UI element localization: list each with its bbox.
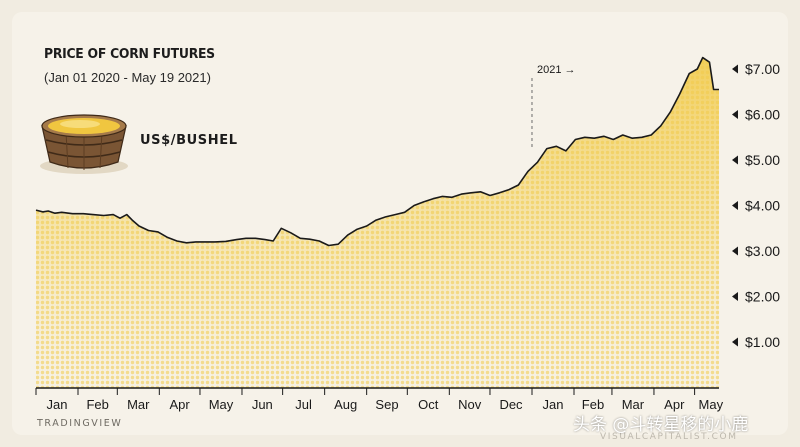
y-tick-arrow xyxy=(732,292,738,301)
unit-label: US$/BUSHEL xyxy=(140,133,238,148)
year-annotation: 2021 → xyxy=(531,64,576,150)
chart-title: PRICE OF CORN FUTURES xyxy=(44,46,215,62)
price-line xyxy=(35,56,719,247)
x-tick-label: Oct xyxy=(418,397,439,412)
y-tick-arrow xyxy=(732,246,738,256)
source-label: TRADINGVIEW xyxy=(37,418,123,429)
chart-subtitle: (Jan 01 2020 - May 19 2021) xyxy=(44,70,211,85)
y-tick-arrow xyxy=(732,337,738,347)
watermark-text: 头条 @斗转星移的小鹿 xyxy=(573,415,749,435)
y-tick-arrow xyxy=(732,201,738,210)
area-fill xyxy=(36,57,719,388)
x-tick-label: Apr xyxy=(169,397,190,412)
x-tick-label: Jul xyxy=(295,397,312,412)
x-tick-label: May xyxy=(699,397,724,412)
price-series-line xyxy=(35,56,719,247)
x-tick-label: Jan xyxy=(47,397,68,412)
x-tick-label: Apr xyxy=(664,397,685,412)
x-tick-label: Jan xyxy=(543,397,564,412)
y-tick-arrow xyxy=(732,110,738,119)
y-tick-label: $3.00 xyxy=(745,243,780,259)
x-tick-label: Nov xyxy=(458,397,482,412)
y-tick-label: $6.00 xyxy=(745,107,780,123)
y-tick-label: $7.00 xyxy=(745,61,780,77)
y-axis: $1.00 $2.00 $3.00 $4.00 $5.00 $6.00 $7.00 xyxy=(732,61,780,350)
y-tick-label: $1.00 xyxy=(745,334,780,350)
x-axis: Jan Feb Mar Apr May Jun Jul Aug Sep Oct Nov Dec Jan F… xyxy=(35,387,724,412)
corn-bowl-icon xyxy=(40,114,128,174)
credit-label: VISUALCAPITALIST.COM xyxy=(600,432,738,442)
x-tick-label: Jun xyxy=(252,397,273,412)
x-tick-label: Mar xyxy=(622,397,645,412)
y-tick-label: $4.00 xyxy=(745,198,780,214)
x-tick-label: May xyxy=(209,397,234,412)
x-tick-label: Feb xyxy=(582,397,604,412)
area-dot-texture xyxy=(36,57,719,388)
x-tick-label: Feb xyxy=(86,397,108,412)
x-tick-label: Dec xyxy=(499,397,523,412)
x-tick-label: Mar xyxy=(127,397,150,412)
y-tick-arrow xyxy=(732,64,738,74)
y-tick-label: $5.00 xyxy=(745,152,780,168)
x-tick-label: Sep xyxy=(375,397,398,412)
y-tick-label: $2.00 xyxy=(745,289,780,305)
y-tick-arrow xyxy=(732,155,738,165)
x-tick-label: Aug xyxy=(334,397,357,412)
annotation-label: 2021 → xyxy=(537,64,576,76)
